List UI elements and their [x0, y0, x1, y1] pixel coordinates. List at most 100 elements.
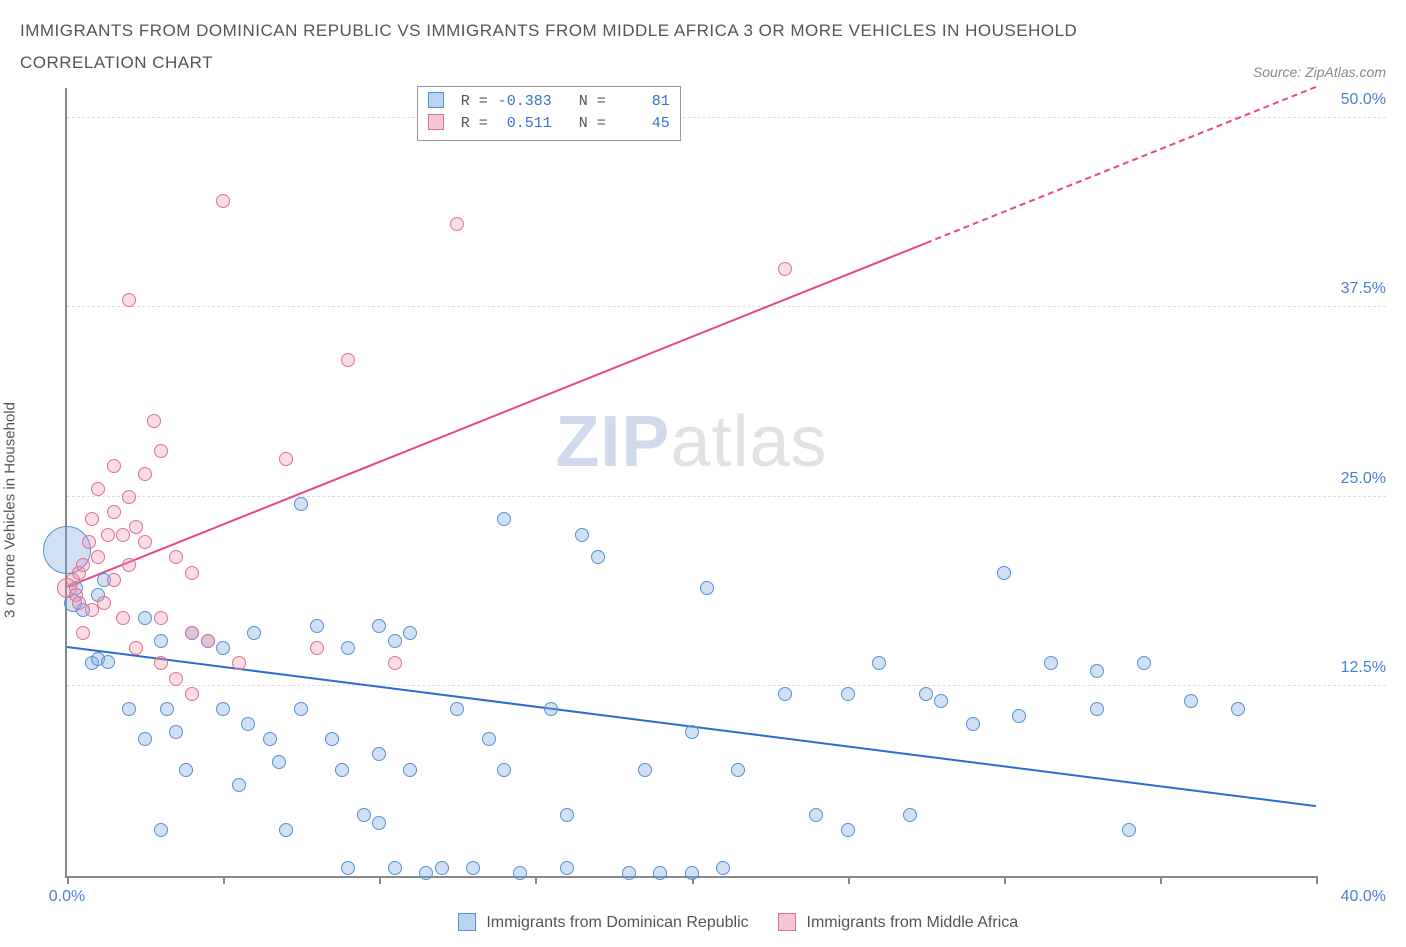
x-axis-max-label: 40.0% — [1341, 888, 1386, 906]
data-point-middleafrica — [85, 512, 99, 526]
data-point-middleafrica — [76, 626, 90, 640]
data-point-dominican — [1044, 656, 1058, 670]
data-point-middleafrica — [122, 293, 136, 307]
data-point-dominican — [497, 512, 511, 526]
data-point-dominican — [341, 641, 355, 655]
data-point-middleafrica — [310, 641, 324, 655]
data-point-dominican — [216, 702, 230, 716]
data-point-middleafrica — [76, 558, 90, 572]
legend-label-middleafrica: Immigrants from Middle Africa — [807, 914, 1019, 931]
n-value-dominican: 81 — [615, 91, 670, 114]
data-point-middleafrica — [232, 656, 246, 670]
gridline-h — [67, 496, 1386, 497]
x-tick — [1160, 876, 1162, 884]
x-tick — [67, 876, 69, 884]
x-tick — [1316, 876, 1318, 884]
data-point-dominican — [169, 725, 183, 739]
trendline-middleafrica-solid — [67, 242, 926, 588]
data-point-middleafrica — [388, 656, 402, 670]
data-point-dominican — [232, 778, 246, 792]
data-point-dominican — [809, 808, 823, 822]
data-point-dominican — [279, 823, 293, 837]
data-point-dominican — [622, 866, 636, 880]
n-value-middleafrica: 45 — [615, 113, 670, 136]
data-point-dominican — [560, 808, 574, 822]
data-point-dominican — [372, 747, 386, 761]
data-point-middleafrica — [91, 482, 105, 496]
data-point-middleafrica — [201, 634, 215, 648]
data-point-dominican — [325, 732, 339, 746]
data-point-dominican — [700, 581, 714, 595]
swatch-blue — [428, 92, 444, 108]
data-point-dominican — [872, 656, 886, 670]
swatch-pink — [428, 114, 444, 130]
data-point-dominican — [1012, 709, 1026, 723]
data-point-middleafrica — [279, 452, 293, 466]
data-point-dominican — [966, 717, 980, 731]
data-point-dominican — [1137, 656, 1151, 670]
data-point-middleafrica — [107, 573, 121, 587]
data-point-dominican — [272, 755, 286, 769]
gridline-h — [67, 306, 1386, 307]
data-point-dominican — [513, 866, 527, 880]
gridline-h — [67, 685, 1386, 686]
data-point-middleafrica — [122, 490, 136, 504]
data-point-dominican — [466, 861, 480, 875]
data-point-dominican — [575, 528, 589, 542]
data-point-middleafrica — [185, 566, 199, 580]
data-point-middleafrica — [154, 611, 168, 625]
data-point-dominican — [138, 732, 152, 746]
data-point-middleafrica — [185, 687, 199, 701]
data-point-dominican — [1122, 823, 1136, 837]
data-point-middleafrica — [154, 656, 168, 670]
data-point-dominican — [122, 702, 136, 716]
legend: Immigrants from Dominican Republic Immig… — [65, 913, 1386, 932]
data-point-middleafrica — [116, 611, 130, 625]
legend-swatch-blue — [458, 913, 476, 931]
y-tick-label: 50.0% — [1326, 91, 1386, 109]
stats-row-dominican: R = -0.383 N = 81 — [428, 91, 670, 114]
data-point-middleafrica — [85, 603, 99, 617]
chart-container: 3 or more Vehicles in Household R = -0.3… — [20, 88, 1386, 932]
data-point-middleafrica — [129, 520, 143, 534]
title-line-1: IMMIGRANTS FROM DOMINICAN REPUBLIC VS IM… — [20, 21, 1077, 40]
data-point-dominican — [841, 823, 855, 837]
legend-label-dominican: Immigrants from Dominican Republic — [486, 914, 748, 931]
data-point-middleafrica — [778, 262, 792, 276]
watermark: ZIPatlas — [555, 401, 827, 483]
data-point-middleafrica — [97, 596, 111, 610]
chart-title: IMMIGRANTS FROM DOMINICAN REPUBLIC VS IM… — [20, 15, 1077, 80]
data-point-dominican — [653, 866, 667, 880]
data-point-dominican — [560, 861, 574, 875]
x-tick — [535, 876, 537, 884]
y-axis-label: 3 or more Vehicles in Household — [2, 402, 19, 618]
data-point-middleafrica — [107, 459, 121, 473]
y-tick-label: 12.5% — [1326, 659, 1386, 677]
data-point-dominican — [841, 687, 855, 701]
data-point-dominican — [919, 687, 933, 701]
y-tick-label: 25.0% — [1326, 470, 1386, 488]
data-point-dominican — [1231, 702, 1245, 716]
data-point-dominican — [294, 497, 308, 511]
x-tick — [1004, 876, 1006, 884]
data-point-dominican — [591, 550, 605, 564]
data-point-middleafrica — [185, 626, 199, 640]
data-point-dominican — [497, 763, 511, 777]
data-point-dominican — [388, 861, 402, 875]
data-point-dominican — [419, 866, 433, 880]
title-line-2: CORRELATION CHART — [20, 53, 213, 72]
data-point-dominican — [778, 687, 792, 701]
data-point-dominican — [101, 655, 115, 669]
data-point-dominican — [388, 634, 402, 648]
data-point-dominican — [294, 702, 308, 716]
data-point-dominican — [341, 861, 355, 875]
data-point-dominican — [247, 626, 261, 640]
data-point-dominican — [685, 725, 699, 739]
data-point-dominican — [934, 694, 948, 708]
data-point-dominican — [154, 823, 168, 837]
data-point-dominican — [310, 619, 324, 633]
gridline-h — [67, 117, 1386, 118]
data-point-dominican — [154, 634, 168, 648]
data-point-dominican — [1184, 694, 1198, 708]
x-tick — [848, 876, 850, 884]
